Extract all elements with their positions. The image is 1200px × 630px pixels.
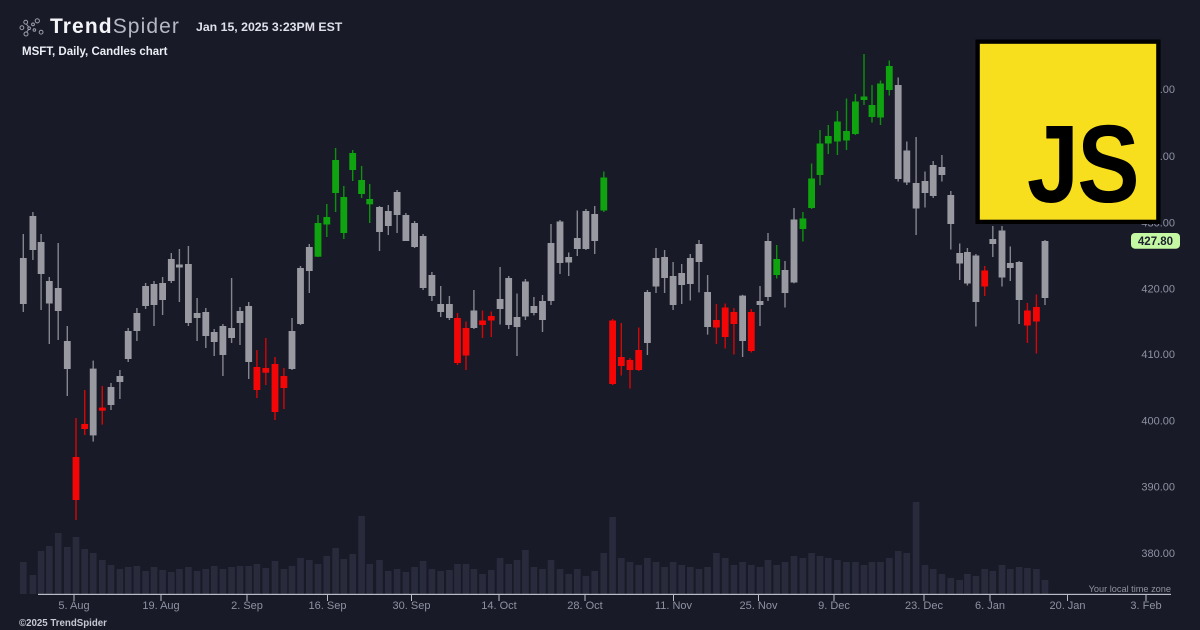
svg-text:25. Nov: 25. Nov (740, 600, 778, 612)
svg-text:380.00: 380.00 (1141, 548, 1175, 560)
svg-text:9. Dec: 9. Dec (818, 600, 850, 612)
svg-text:28. Oct: 28. Oct (567, 600, 602, 612)
svg-text:400.00: 400.00 (1141, 416, 1175, 428)
svg-text:Your local time zone: Your local time zone (1089, 584, 1171, 594)
svg-text:23. Dec: 23. Dec (905, 600, 943, 612)
svg-text:MSFT, Daily, Candles chart: MSFT, Daily, Candles chart (22, 46, 168, 58)
svg-text:20. Jan: 20. Jan (1049, 600, 1085, 612)
svg-text:410.00: 410.00 (1141, 349, 1175, 361)
svg-text:Jan 15, 2025 3:23PM EST: Jan 15, 2025 3:23PM EST (196, 20, 343, 34)
svg-text:19. Aug: 19. Aug (142, 600, 179, 612)
svg-text:30. Sep: 30. Sep (393, 600, 431, 612)
svg-text:427.80: 427.80 (1138, 236, 1173, 248)
svg-text:11. Nov: 11. Nov (655, 600, 693, 612)
svg-text:©2025 TrendSpider: ©2025 TrendSpider (19, 618, 107, 629)
svg-text:TrendSpider: TrendSpider (50, 15, 180, 38)
svg-text:3. Feb: 3. Feb (1130, 600, 1161, 612)
svg-text:JS: JS (1027, 103, 1138, 226)
svg-text:14. Oct: 14. Oct (481, 600, 516, 612)
svg-text:6. Jan: 6. Jan (975, 600, 1005, 612)
svg-text:2. Sep: 2. Sep (231, 600, 263, 612)
svg-text:5. Aug: 5. Aug (58, 600, 89, 612)
svg-text:420.00: 420.00 (1141, 284, 1175, 296)
svg-text:16. Sep: 16. Sep (309, 600, 347, 612)
svg-text:390.00: 390.00 (1141, 482, 1175, 494)
